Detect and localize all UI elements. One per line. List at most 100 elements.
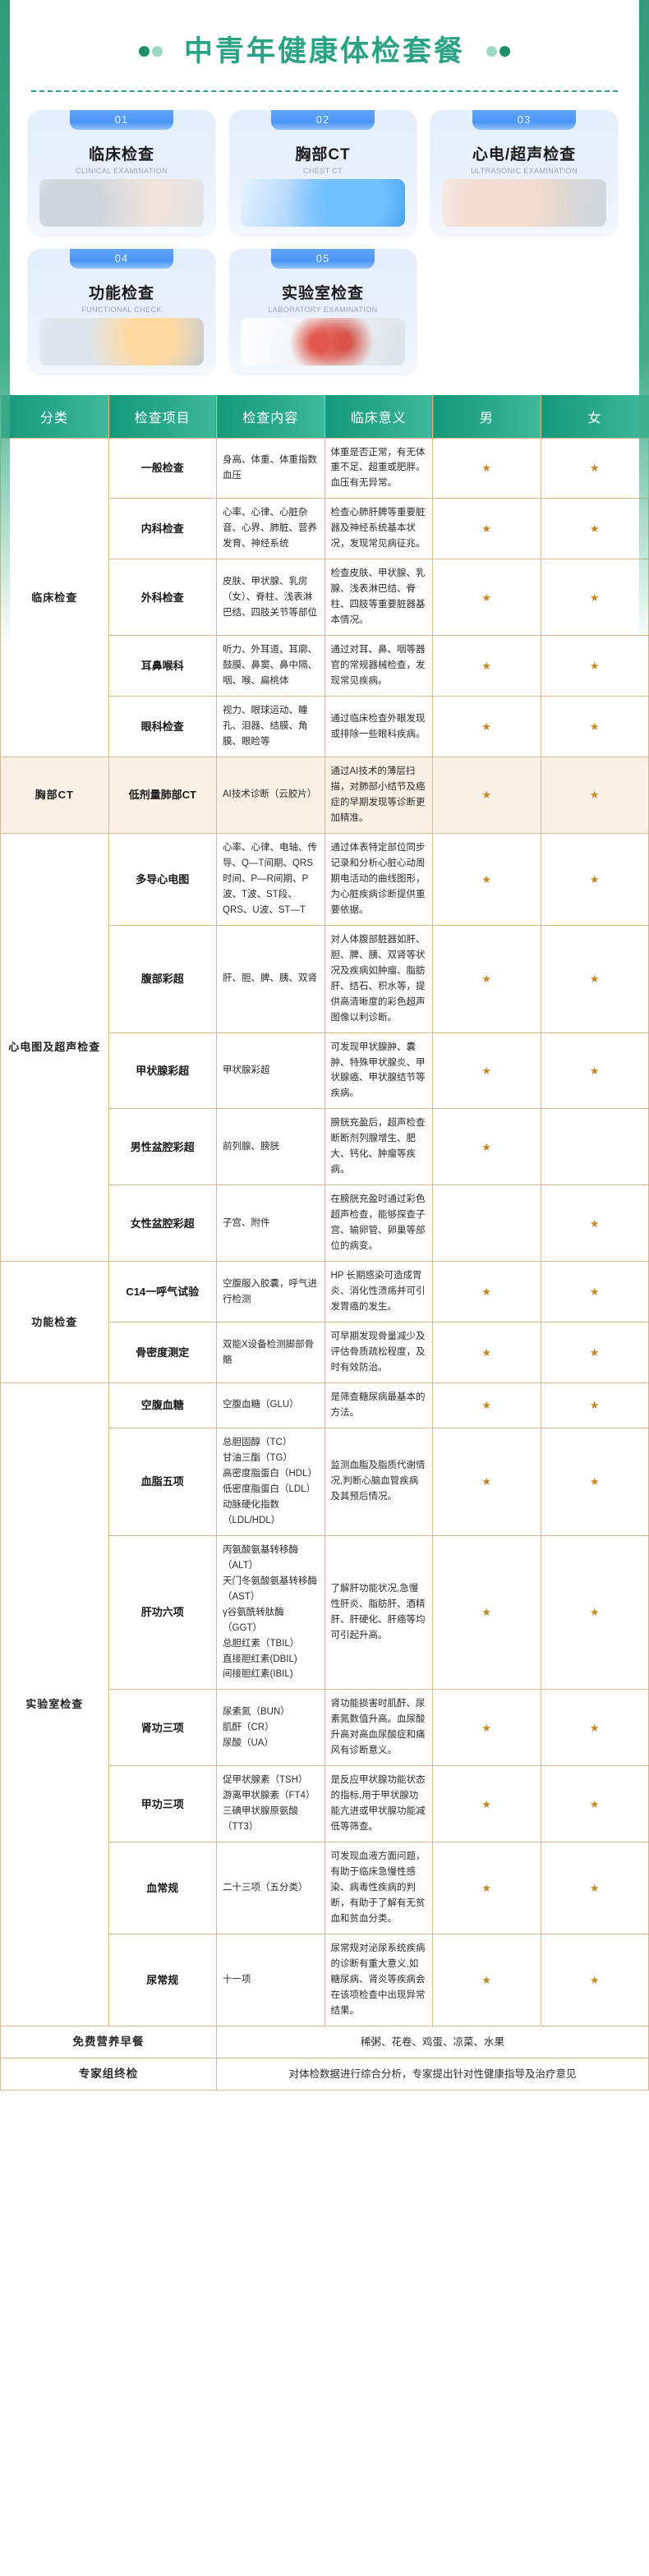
cell-item: 尿常规 — [108, 1934, 217, 2026]
cell-content: 尿素氮（BUN） 肌酐（CR） 尿酸（UA） — [216, 1689, 325, 1767]
cell-meaning: 可早期发现骨量减少及评估骨质疏松程度，及时有效防治。 — [324, 1322, 433, 1383]
col-header-content: 检查内容 — [216, 395, 325, 438]
table-row: 血脂五项 总胆固醇（TC） 甘油三酯（TG） 高密度脂蛋白（HDL） 低密度脂蛋白… — [1, 1427, 649, 1536]
cell-female-star: ★ — [540, 1032, 649, 1110]
cell-item: 腹部彩超 — [108, 924, 217, 1033]
cell-item: 外科检查 — [108, 559, 217, 637]
cell-female-star: ★ — [540, 1382, 649, 1428]
cell-meaning: 通过AI技术的薄层扫描，对肺部小结节及癌症的早期发现等诊断更加精准。 — [324, 757, 433, 834]
cell-footer-text: 对体检数据进行综合分析，专家提出针对性健康指导及治疗意见 — [216, 2058, 649, 2091]
cell-footer-text: 稀粥、花卷、鸡蛋、凉菜、水果 — [216, 2025, 649, 2059]
cell-female-star: ★ — [540, 924, 649, 1033]
cell-meaning: 肾功能损害时肌酐、尿素氮数值升高。血尿酸升高对高血尿酸症和痛风有诊断意义。 — [324, 1689, 433, 1767]
cell-male-star: ★ — [432, 1322, 541, 1383]
cell-item: 空腹血糖 — [108, 1382, 217, 1428]
table-row: 血常规 二十三项（五分类） 可发现血液方面问题，有助于临床急慢性感染、病毒性疾病的判… — [1, 1842, 649, 1935]
cell-content: 前列腺、膀胱 — [216, 1108, 325, 1186]
card-title-cn: 临床检查 — [88, 146, 154, 163]
cell-male-star: ★ — [432, 1108, 541, 1186]
package-table-wrapper: 分类 检查项目 检查内容 临床意义 男 女 临床检查 一般检查 身高、体重、体重指数… — [0, 374, 649, 2102]
cell-male-star: ★ — [432, 696, 541, 757]
card-photo-laboratory — [241, 318, 405, 366]
cell-male-star: ★ — [432, 924, 541, 1033]
cell-male-star: ★ — [432, 1689, 541, 1767]
cell-content: 皮肤、甲状腺、乳房（女）、脊柱、浅表淋巴结、四肢关节等部位 — [216, 559, 325, 637]
cell-content: 甲状腺彩超 — [216, 1032, 325, 1110]
cell-content: 二十三项（五分类） — [216, 1842, 325, 1935]
category-card-03[interactable]: 03 心电/超声检查 ULTRASONIC EXAMINATION — [430, 110, 618, 235]
cell-item: 一般检查 — [108, 437, 217, 499]
card-title-en: CLINICAL EXAMINATION — [75, 167, 168, 175]
cell-item: 男性盆腔彩超 — [108, 1108, 217, 1186]
cell-footer-label: 专家组终检 — [0, 2058, 217, 2091]
card-title-en: FUNCTIONAL CHECK — [81, 306, 162, 314]
cell-male-star: ★ — [432, 437, 541, 499]
cell-male-star: ★ — [432, 832, 541, 926]
table-row: 外科检查 皮肤、甲状腺、乳房（女）、脊柱、浅表淋巴结、四肢关节等部位 检查皮肤、甲状… — [1, 559, 649, 637]
cell-content: 总胆固醇（TC） 甘油三酯（TG） 高密度脂蛋白（HDL） 低密度脂蛋白（LDL… — [216, 1427, 325, 1536]
table-row: 尿常规 十一项 尿常规对泌尿系统疾病的诊断有重大意义,如糖尿病、肾炎等疾病会在该项检… — [1, 1934, 649, 2026]
cell-footer-label: 免费营养早餐 — [0, 2025, 217, 2059]
cell-female-star: ★ — [540, 1261, 649, 1323]
card-photo-ultrasound — [442, 179, 606, 227]
cell-meaning: 通过临床检查外眼发现或排除一些眼科疾病。 — [324, 696, 433, 757]
cell-item: 多导心电图 — [108, 832, 217, 926]
category-card-04[interactable]: 04 功能检查 FUNCTIONAL CHECK — [28, 249, 215, 374]
category-card-01[interactable]: 01 临床检查 CLINICAL EXAMINATION — [28, 110, 215, 235]
cell-female-star: ★ — [540, 1934, 649, 2026]
cell-meaning: 监测血脂及脂质代谢情况,判断心脑血管疾病及其预后情况。 — [324, 1427, 433, 1536]
cell-meaning: 通过体表特定部位同步记录和分析心脏心动周期电活动的曲线图形，为心脏疾病诊断提供重… — [324, 832, 433, 926]
cell-content: 肝、胆、脾、胰、双肾 — [216, 924, 325, 1033]
cell-meaning: 尿常规对泌尿系统疾病的诊断有重大意义,如糖尿病、肾炎等疾病会在该项检查中出现异常… — [324, 1934, 433, 2026]
card-number-badge: 02 — [271, 110, 375, 130]
table-row: 耳鼻喉科 听力、外耳道、耳廓、鼓膜、鼻窦、鼻中隔、咽、喉、扁桃体 通过对耳、鼻、咽等… — [1, 635, 649, 697]
cell-content: 双能X设备检测脚部骨骼 — [216, 1322, 325, 1383]
cell-female-star: ★ — [540, 1765, 649, 1843]
table-row: 临床检查 一般检查 身高、体重、体重指数 血压 体重是否正常，有无体重不足、超重或肥胖… — [0, 437, 649, 757]
table-row: 实验室检查 空腹血糖 空腹血糖（GLU） 是筛查糖尿病最基本的方法。 ★ ★ — [0, 1382, 649, 2026]
cell-male-star: ★ — [432, 1765, 541, 1843]
cell-male-star — [432, 1184, 541, 1263]
cell-meaning: 是筛查糖尿病最基本的方法。 — [324, 1382, 433, 1428]
cell-category: 功能检查 — [0, 1261, 109, 1383]
cell-item: 眼科检查 — [108, 696, 217, 757]
table-row: 骨密度测定 双能X设备检测脚部骨骼 可早期发现骨量减少及评估骨质疏松程度，及时有效防… — [1, 1322, 649, 1383]
cell-male-star: ★ — [432, 1534, 541, 1690]
col-header-meaning: 临床意义 — [324, 395, 433, 438]
cell-meaning: 通过对耳、鼻、咽等器官的常规器械检查，发现常见疾病。 — [324, 635, 433, 697]
cell-meaning: 体重是否正常，有无体重不足、超重或肥胖。血压有无异常。 — [324, 437, 433, 499]
left-dots-icon — [138, 45, 163, 57]
cell-meaning: 可发现血液方面问题，有助于临床急慢性感染、病毒性疾病的判断，有助于了解有无贫血和… — [324, 1842, 433, 1935]
card-title-en: ULTRASONIC EXAMINATION — [471, 167, 578, 175]
cell-female-star: ★ — [540, 1322, 649, 1383]
table-row: 肝功六项 丙氨酸氨基转移酶（ALT） 天门冬氨酸氨基转移酶（AST） γ谷氨酰转肽… — [1, 1534, 649, 1690]
table-row: 肾功三项 尿素氮（BUN） 肌酐（CR） 尿酸（UA） 肾功能损害时肌酐、尿素氮数值… — [1, 1689, 649, 1767]
cell-item: 肾功三项 — [108, 1689, 217, 1767]
card-title-en: LABORATORY EXAMINATION — [268, 306, 378, 314]
cell-content: 子宫、附件 — [216, 1184, 325, 1263]
cell-content: 丙氨酸氨基转移酶（ALT） 天门冬氨酸氨基转移酶（AST） γ谷氨酰转肽酶（GG… — [216, 1534, 325, 1690]
category-card-grid: 01 临床检查 CLINICAL EXAMINATION 02 胸部CT CHE… — [0, 92, 649, 374]
cell-item: 骨密度测定 — [108, 1322, 217, 1383]
card-photo-ct — [241, 179, 405, 227]
cell-content: 听力、外耳道、耳廓、鼓膜、鼻窦、鼻中隔、咽、喉、扁桃体 — [216, 635, 325, 697]
cell-content: 心率、心律、电轴、传导、Q—T间期、QRS时间、P—R间期、P波、T波、ST段、… — [216, 832, 325, 926]
cell-item: 女性盆腔彩超 — [108, 1184, 217, 1263]
category-card-02[interactable]: 02 胸部CT CHEST CT — [229, 110, 417, 235]
header-divider — [31, 90, 618, 92]
cell-item: 甲功三项 — [108, 1765, 217, 1843]
card-photo-functional — [39, 318, 204, 366]
cell-female-star: ★ — [540, 832, 649, 926]
cell-meaning: 了解肝功能状况,急慢性肝炎、脂肪肝、酒精肝、肝硬化、肝癌等均可引起升高。 — [324, 1534, 433, 1690]
package-table: 分类 检查项目 检查内容 临床意义 男 女 临床检查 一般检查 身高、体重、体重指数… — [0, 395, 649, 2091]
cell-male-star: ★ — [432, 1934, 541, 2026]
cell-meaning: 检查心肺肝脾等重要脏器及神经系统基本状况，发现常见病征兆。 — [324, 498, 433, 560]
page-title: 中青年健康体检套餐 — [183, 34, 465, 67]
cell-male-star: ★ — [432, 1382, 541, 1428]
right-dots-icon — [486, 45, 510, 57]
cell-male-star: ★ — [432, 1261, 541, 1323]
cell-female-star: ★ — [540, 635, 649, 697]
category-card-05[interactable]: 05 实验室检查 LABORATORY EXAMINATION — [229, 249, 417, 374]
cell-item: 血脂五项 — [108, 1427, 217, 1536]
card-title-cn: 胸部CT — [295, 146, 351, 163]
